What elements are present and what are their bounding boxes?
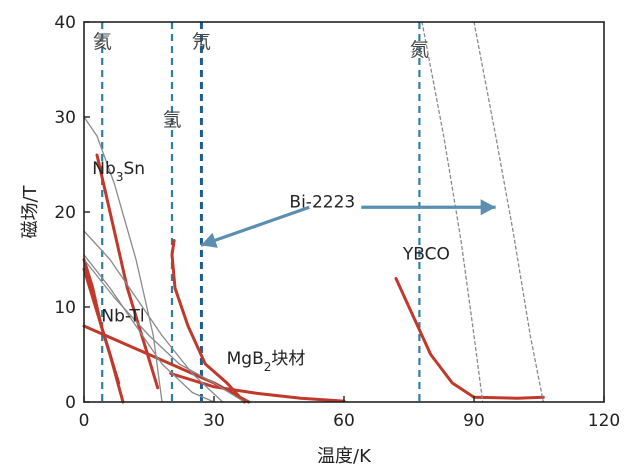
arrow-head-0 <box>201 232 218 248</box>
reference-line-label-2: 氖 <box>192 31 211 53</box>
reference-line-label-0: 氦 <box>93 31 112 53</box>
series-curve-0 <box>95 153 160 390</box>
series-curve-7 <box>83 116 163 403</box>
x-tick-label-0: 0 <box>79 411 90 431</box>
plot-area-background <box>84 22 604 402</box>
series-curve-6 <box>169 372 346 403</box>
reference-line-label-1: 氢 <box>162 109 181 131</box>
series-curve-5 <box>394 277 545 400</box>
series-curve-8 <box>83 254 215 403</box>
series-curve-9 <box>83 230 224 403</box>
reference-line-label-3: 氮 <box>410 39 429 61</box>
series-curve-11 <box>421 21 484 403</box>
arrow-head-1 <box>480 199 496 216</box>
x-tick-label-1: 30 <box>203 411 225 431</box>
y-tick-label-4: 40 <box>54 13 76 33</box>
y-tick-label-1: 10 <box>54 298 76 318</box>
x-tick-label-3: 90 <box>463 411 485 431</box>
series-curve-12 <box>473 21 544 403</box>
y-tick-label-2: 20 <box>54 203 76 223</box>
series-curve-2 <box>170 239 246 404</box>
annotation-1: Nb-Tl <box>101 306 144 326</box>
arrow-shaft-0 <box>200 205 310 247</box>
annotation-0: Nb3Sn <box>92 159 145 184</box>
annotation-3: Bi-2223 <box>289 192 355 212</box>
x-axis-title: 温度/K <box>317 446 372 467</box>
y-axis-title: 磁场/T <box>20 184 41 238</box>
series-curve-10 <box>83 258 245 403</box>
y-tick-label-3: 30 <box>54 108 76 128</box>
x-tick-label-4: 120 <box>588 411 620 431</box>
series-curve-4 <box>82 267 125 404</box>
x-tick-label-2: 60 <box>333 411 355 431</box>
annotation-2: MgB2块材 <box>227 349 306 374</box>
y-tick-label-0: 0 <box>65 393 76 413</box>
annotation-4: YBCO <box>402 245 450 265</box>
